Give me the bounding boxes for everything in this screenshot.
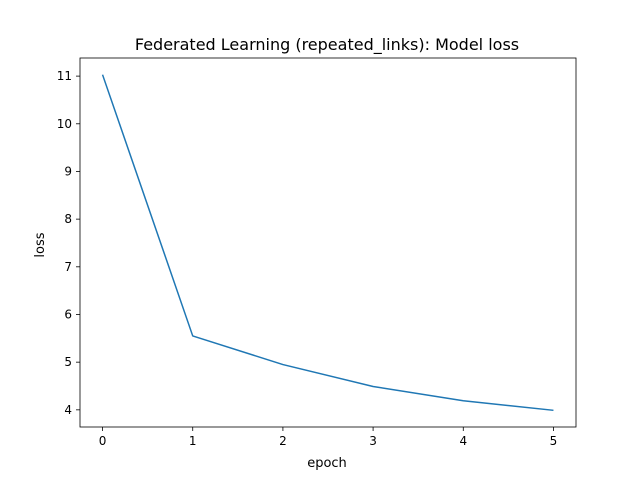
x-tick-label: 5 <box>550 434 558 448</box>
x-tick-label: 1 <box>189 434 197 448</box>
y-axis-label: loss <box>33 232 48 257</box>
x-tick-label: 4 <box>459 434 467 448</box>
x-tick-label: 3 <box>369 434 377 448</box>
y-tick-label: 7 <box>64 260 72 274</box>
y-tick-label: 11 <box>57 69 72 83</box>
y-tick-label: 10 <box>57 117 72 131</box>
y-tick-label: 6 <box>64 307 72 321</box>
series-line-0 <box>101 74 554 412</box>
chart-title: Federated Learning (repeated_links): Mod… <box>135 35 519 55</box>
y-tick-label: 4 <box>64 403 72 417</box>
y-tick-label: 5 <box>64 355 72 369</box>
plot-frame <box>79 57 577 428</box>
x-tick-label: 0 <box>99 434 107 448</box>
x-axis-label: epoch <box>307 456 347 471</box>
x-tick-label: 2 <box>279 434 287 448</box>
plot-area: 0 1 2 3 4 5 4 5 6 7 8 9 10 11 <box>57 57 577 448</box>
y-tick-label: 9 <box>64 164 72 178</box>
y-tick-label: 8 <box>64 212 72 226</box>
